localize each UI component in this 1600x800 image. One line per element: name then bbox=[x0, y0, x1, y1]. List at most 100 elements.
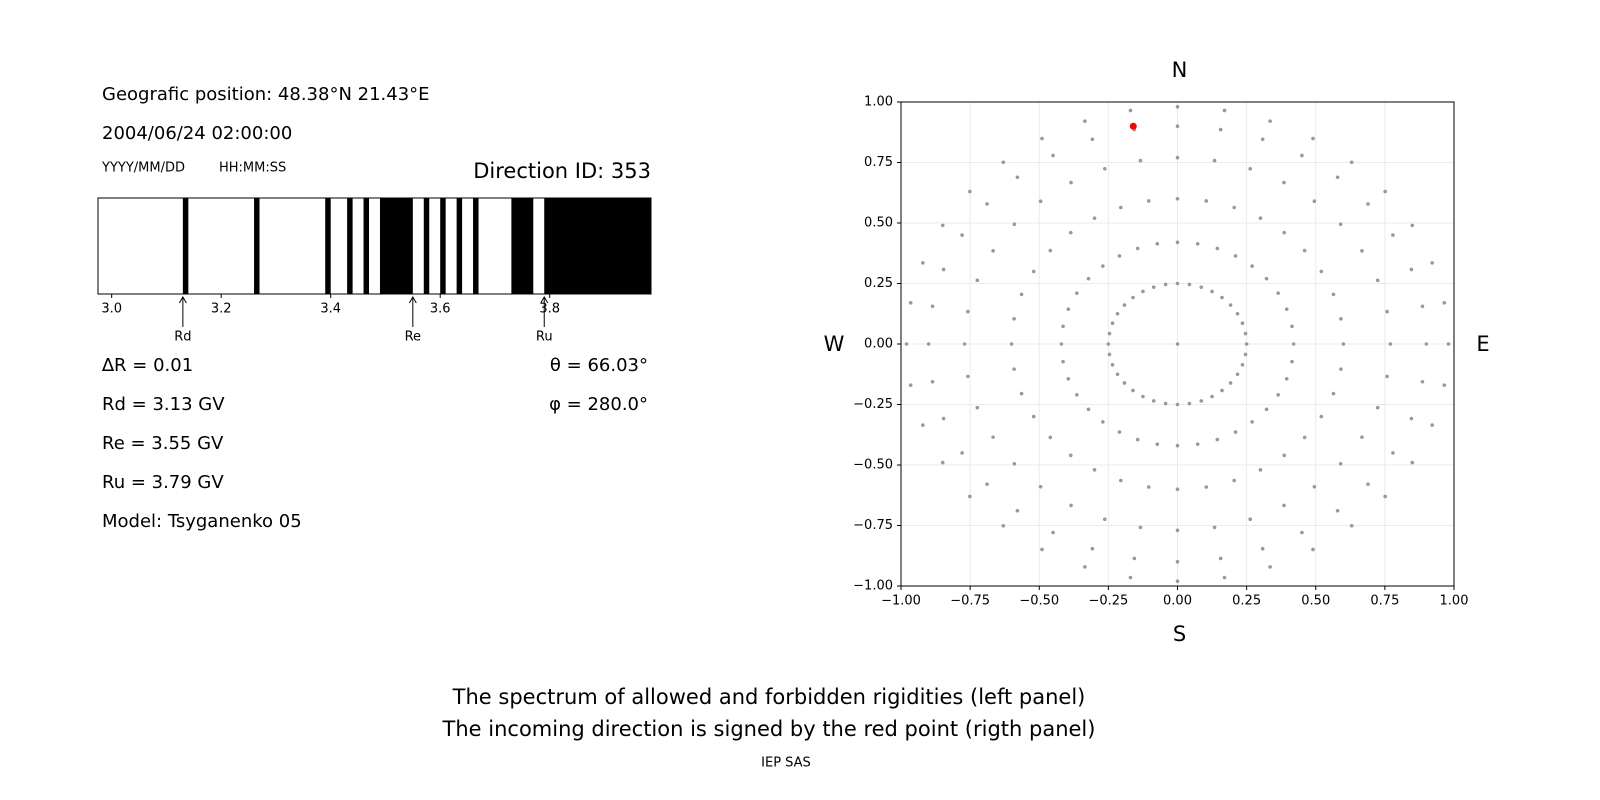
y-tick-label: −1.00 bbox=[853, 579, 893, 594]
x-tick-label: 3.2 bbox=[211, 302, 232, 317]
direction-point bbox=[1338, 222, 1343, 227]
direction-point bbox=[941, 267, 946, 272]
forbidden-band bbox=[544, 198, 651, 294]
y-tick-label: −0.50 bbox=[853, 458, 893, 473]
direction-point bbox=[1122, 381, 1127, 385]
direction-point bbox=[1218, 127, 1223, 132]
direction-point bbox=[1339, 367, 1343, 371]
direction-point bbox=[1420, 379, 1425, 384]
direction-point bbox=[1268, 565, 1272, 569]
direction-point bbox=[1001, 160, 1006, 165]
direction-point bbox=[1107, 352, 1112, 357]
arrow-head bbox=[408, 296, 417, 304]
direction-point bbox=[1302, 248, 1307, 253]
direction-point bbox=[1066, 307, 1071, 311]
direction-point bbox=[1138, 525, 1143, 530]
direction-point bbox=[1311, 136, 1315, 141]
direction-point bbox=[1442, 383, 1447, 387]
rd-value: Rd = 3.13 GV bbox=[102, 394, 225, 415]
direction-point bbox=[1220, 295, 1224, 300]
direction-point bbox=[1075, 393, 1079, 397]
direction-point bbox=[1110, 321, 1115, 325]
direction-point bbox=[1240, 363, 1245, 367]
direction-point bbox=[1038, 199, 1043, 204]
direction-point bbox=[1335, 175, 1340, 180]
direction-point bbox=[1175, 155, 1180, 160]
direction-point bbox=[1199, 285, 1204, 289]
direction-point bbox=[1031, 414, 1036, 419]
forbidden-band bbox=[440, 198, 446, 294]
marker-label: Ru bbox=[536, 330, 553, 345]
y-tick-label: −0.25 bbox=[853, 397, 893, 412]
forbidden-band bbox=[347, 198, 353, 294]
direction-point bbox=[1375, 278, 1380, 283]
direction-point bbox=[1012, 317, 1016, 321]
direction-point bbox=[1250, 264, 1254, 268]
direction-point bbox=[1141, 289, 1145, 294]
direction-point bbox=[1383, 189, 1387, 194]
direction-point bbox=[1233, 254, 1238, 258]
direction-point bbox=[1391, 233, 1395, 237]
caption: The incoming direction is signed by the … bbox=[442, 717, 1096, 741]
direction-point bbox=[1040, 547, 1044, 552]
direction-point bbox=[1260, 546, 1265, 551]
direction-point bbox=[966, 309, 970, 314]
direction-point bbox=[1146, 485, 1151, 489]
y-tick-label: −0.75 bbox=[853, 518, 893, 533]
direction-point bbox=[1375, 405, 1380, 410]
forbidden-band bbox=[379, 198, 413, 294]
credit: IEP SAS bbox=[761, 756, 811, 771]
direction-point bbox=[1349, 523, 1354, 528]
direction-point bbox=[1175, 402, 1180, 407]
direction-point bbox=[1424, 342, 1429, 346]
direction-point bbox=[1135, 437, 1140, 442]
direction-point bbox=[968, 494, 972, 499]
direction-point bbox=[1151, 285, 1156, 289]
direction-point bbox=[1268, 119, 1272, 123]
phi: φ = 280.0° bbox=[549, 394, 648, 415]
direction-point bbox=[985, 202, 989, 206]
x-tick-label: −1.00 bbox=[881, 594, 921, 609]
direction-point bbox=[1290, 359, 1294, 364]
direction-point bbox=[1410, 223, 1415, 228]
direction-point bbox=[1115, 372, 1120, 377]
direction-point bbox=[1300, 530, 1304, 535]
marker-label: Rd bbox=[174, 330, 191, 345]
direction-point bbox=[941, 416, 946, 421]
direction-point bbox=[1410, 460, 1415, 465]
direction-point bbox=[1031, 269, 1036, 274]
direction-point bbox=[1360, 435, 1364, 439]
datetime: 2004/06/24 02:00:00 bbox=[102, 123, 292, 144]
direction-point bbox=[1218, 556, 1223, 561]
direction-point bbox=[1141, 394, 1145, 399]
y-tick-label: 0.50 bbox=[864, 216, 893, 231]
direction-point bbox=[1291, 342, 1296, 346]
east-label: E bbox=[1476, 332, 1489, 356]
direction-id: Direction ID: 353 bbox=[473, 159, 651, 183]
direction-point bbox=[1068, 453, 1073, 458]
direction-point bbox=[975, 405, 980, 410]
x-tick-label: 0.25 bbox=[1232, 594, 1261, 609]
direction-point bbox=[1040, 136, 1044, 141]
direction-point bbox=[1388, 342, 1393, 346]
direction-point bbox=[1175, 443, 1180, 448]
direction-point bbox=[1338, 461, 1343, 466]
direction-point bbox=[1090, 137, 1095, 142]
date-format: YYYY/MM/DD bbox=[101, 161, 185, 176]
direction-point bbox=[991, 249, 995, 253]
direction-point bbox=[1019, 292, 1024, 297]
forbidden-band bbox=[363, 198, 370, 294]
direction-point bbox=[1131, 388, 1135, 393]
caption: The spectrum of allowed and forbidden ri… bbox=[452, 685, 1086, 709]
direction-point bbox=[1210, 289, 1214, 294]
direction-point bbox=[1138, 158, 1143, 163]
direction-point bbox=[1175, 105, 1180, 109]
direction-point bbox=[1106, 342, 1111, 346]
forbidden-band bbox=[423, 198, 430, 294]
y-tick-label: 1.00 bbox=[864, 95, 893, 110]
direction-point bbox=[1068, 230, 1073, 235]
direction-point bbox=[1110, 363, 1115, 367]
direction-point bbox=[1012, 222, 1017, 227]
direction-point bbox=[1264, 407, 1269, 412]
